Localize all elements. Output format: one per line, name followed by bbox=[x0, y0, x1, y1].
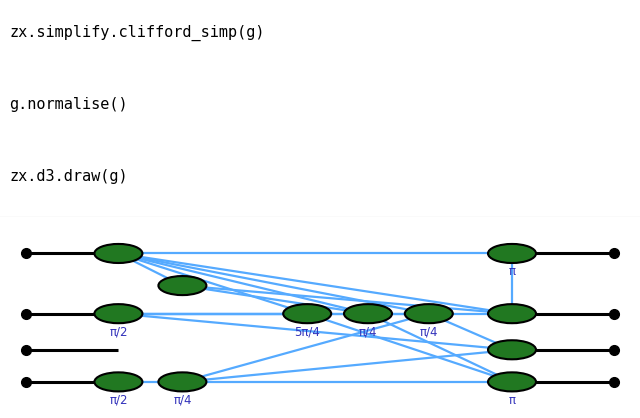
Ellipse shape bbox=[488, 244, 536, 263]
Ellipse shape bbox=[95, 244, 143, 263]
Ellipse shape bbox=[283, 304, 332, 323]
Ellipse shape bbox=[95, 372, 143, 391]
Ellipse shape bbox=[488, 372, 536, 391]
Text: π/4: π/4 bbox=[359, 326, 377, 339]
Text: π: π bbox=[509, 394, 515, 407]
Ellipse shape bbox=[158, 276, 206, 295]
Text: 5π/4: 5π/4 bbox=[294, 326, 320, 339]
Ellipse shape bbox=[488, 340, 536, 359]
Ellipse shape bbox=[488, 304, 536, 323]
Ellipse shape bbox=[344, 304, 392, 323]
Text: π/2: π/2 bbox=[109, 394, 127, 407]
Text: π/4: π/4 bbox=[173, 394, 191, 407]
Text: π/2: π/2 bbox=[109, 326, 127, 339]
Text: π: π bbox=[509, 265, 515, 278]
Text: π/4: π/4 bbox=[420, 326, 438, 339]
Ellipse shape bbox=[404, 304, 453, 323]
Ellipse shape bbox=[95, 304, 143, 323]
Text: zx.simplify.clifford_simp(g): zx.simplify.clifford_simp(g) bbox=[10, 25, 265, 41]
Text: zx.d3.draw(g): zx.d3.draw(g) bbox=[10, 168, 128, 184]
Ellipse shape bbox=[158, 372, 206, 391]
Text: g.normalise(): g.normalise() bbox=[10, 97, 128, 112]
